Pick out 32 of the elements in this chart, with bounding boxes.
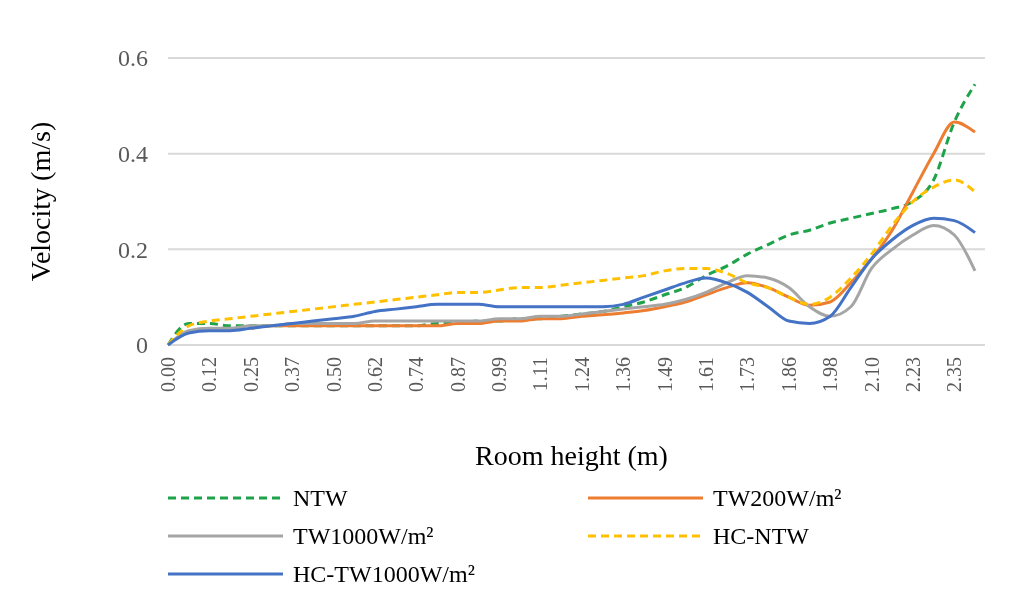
legend-label: TW200W/m² [713,485,842,512]
x-tick-label: 1.36 [612,357,635,392]
x-tick-label: 0.12 [198,357,221,392]
x-tick-label: 2.10 [860,357,883,392]
y-tick-label: 0.4 [118,141,148,168]
x-tick-label: 0.50 [322,357,345,392]
legend-label: TW1000W/m² [293,523,434,550]
x-tick-label: 2.35 [943,357,966,392]
x-tick-label: 0.25 [239,357,262,392]
x-tick-label: 1.73 [736,357,759,392]
x-tick-label: 1.61 [695,357,717,392]
x-tick-label: 1.98 [819,357,842,392]
x-tick-label: 1.24 [570,357,593,392]
x-tick-label: 0.87 [446,357,469,392]
x-tick-label: 0.62 [363,357,386,392]
x-tick-label: 1.49 [653,357,676,392]
x-tick-label: 0.74 [405,357,428,392]
line-series [166,178,977,347]
y-tick-label: 0.6 [118,45,148,72]
y-tick-label: 0 [136,332,148,359]
x-tick-label: 1.11 [529,357,552,392]
x-tick-label: 1.86 [777,357,800,392]
legend-label: NTW [293,485,348,512]
legend-label: HC-NTW [713,523,810,550]
legend-label: HC-TW1000W/m² [293,561,475,588]
x-tick-label: 2.23 [901,357,924,392]
x-axis-title: Room height (m) [475,440,668,471]
y-axis-title: Velocity (m/s) [25,121,56,282]
x-tick-label: 0.00 [157,357,179,392]
y-tick-label: 0.2 [118,236,148,263]
x-tick-label: 0.99 [488,357,511,392]
x-tick-label: 0.37 [281,357,304,392]
